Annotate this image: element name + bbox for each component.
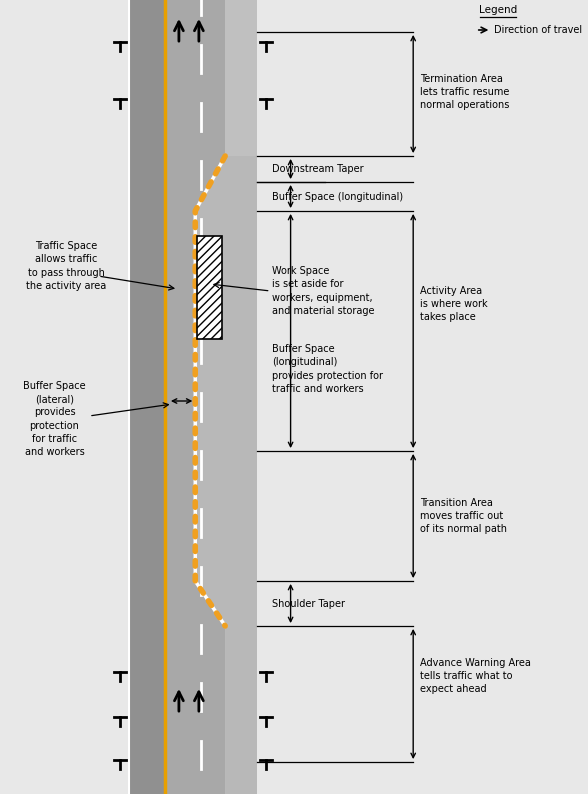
Text: Buffer Space (longitudinal): Buffer Space (longitudinal) (272, 192, 403, 202)
Bar (225, 0, 257, 156)
Bar (165, 0, 225, 794)
Text: Traffic Space
allows traffic
to pass through
the activity area: Traffic Space allows traffic to pass thr… (26, 241, 106, 291)
Text: Transition Area
moves traffic out
of its normal path: Transition Area moves traffic out of its… (420, 498, 506, 534)
Text: Work Space
is set aside for
workers, equipment,
and material storage: Work Space is set aside for workers, equ… (272, 266, 375, 316)
Bar (197, 236, 222, 339)
Text: Direction of travel: Direction of travel (494, 25, 582, 35)
Text: Advance Warning Area
tells traffic what to
expect ahead: Advance Warning Area tells traffic what … (420, 657, 530, 694)
Text: Downstream Taper: Downstream Taper (272, 164, 364, 174)
Text: Shoulder Taper: Shoulder Taper (272, 599, 345, 609)
Text: Legend: Legend (479, 5, 517, 15)
Text: Activity Area
is where work
takes place: Activity Area is where work takes place (420, 286, 487, 322)
Text: Termination Area
lets traffic resume
normal operations: Termination Area lets traffic resume nor… (420, 74, 509, 110)
Bar (129, 0, 225, 794)
Text: Buffer Space
(longitudinal)
provides protection for
traffic and workers: Buffer Space (longitudinal) provides pro… (272, 345, 383, 394)
Bar (225, 0, 257, 794)
Polygon shape (195, 156, 257, 794)
Text: Buffer Space
(lateral)
provides
protection
for traffic
and workers: Buffer Space (lateral) provides protecti… (23, 381, 86, 457)
